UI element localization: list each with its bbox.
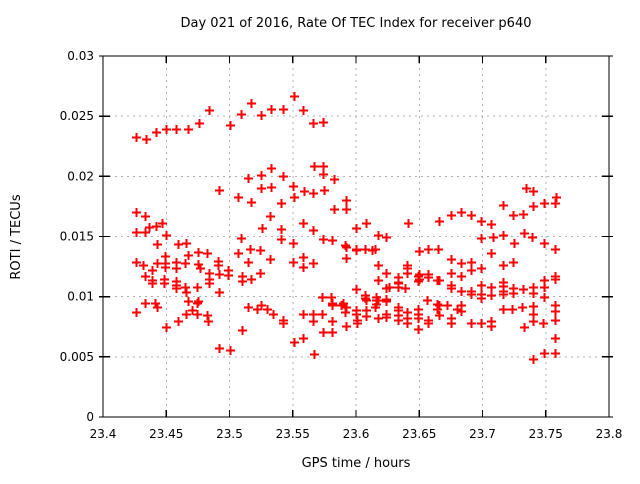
scatter-markers [132, 92, 561, 364]
y-tick-label: 0 [86, 410, 94, 424]
x-axis-label: GPS time / hours [302, 456, 411, 471]
tick-marks [99, 55, 613, 418]
x-tick-label: 23.5 [216, 427, 243, 441]
x-tick-labels: 23.4 23.45 23.5 23.55 23.6 23.65 23.7 23.75 23.8 [90, 427, 623, 441]
x-tick-label: 23.65 [402, 427, 436, 441]
chart-title: Day 021 of 2016, Rate Of TEC Index for r… [181, 16, 532, 31]
x-tick-label: 23.6 [343, 427, 370, 441]
y-tick-label: 0.015 [60, 230, 94, 244]
y-tick-label: 0.03 [67, 49, 94, 63]
x-tick-label: 23.4 [90, 427, 117, 441]
x-tick-label: 23.55 [276, 427, 310, 441]
y-tick-labels: 0 0.005 0.01 0.015 0.02 0.025 0.03 [60, 49, 94, 424]
x-tick-label: 23.75 [529, 427, 563, 441]
y-tick-label: 0.01 [67, 290, 94, 304]
x-tick-label: 23.7 [469, 427, 496, 441]
y-tick-label: 0.025 [60, 109, 94, 123]
data-points [132, 92, 561, 364]
x-tick-label: 23.8 [596, 427, 623, 441]
y-tick-label: 0.02 [67, 169, 94, 183]
y-axis-label: ROTI / TECUs [9, 194, 24, 279]
y-tick-label: 0.005 [60, 350, 94, 364]
x-tick-label: 23.45 [149, 427, 183, 441]
